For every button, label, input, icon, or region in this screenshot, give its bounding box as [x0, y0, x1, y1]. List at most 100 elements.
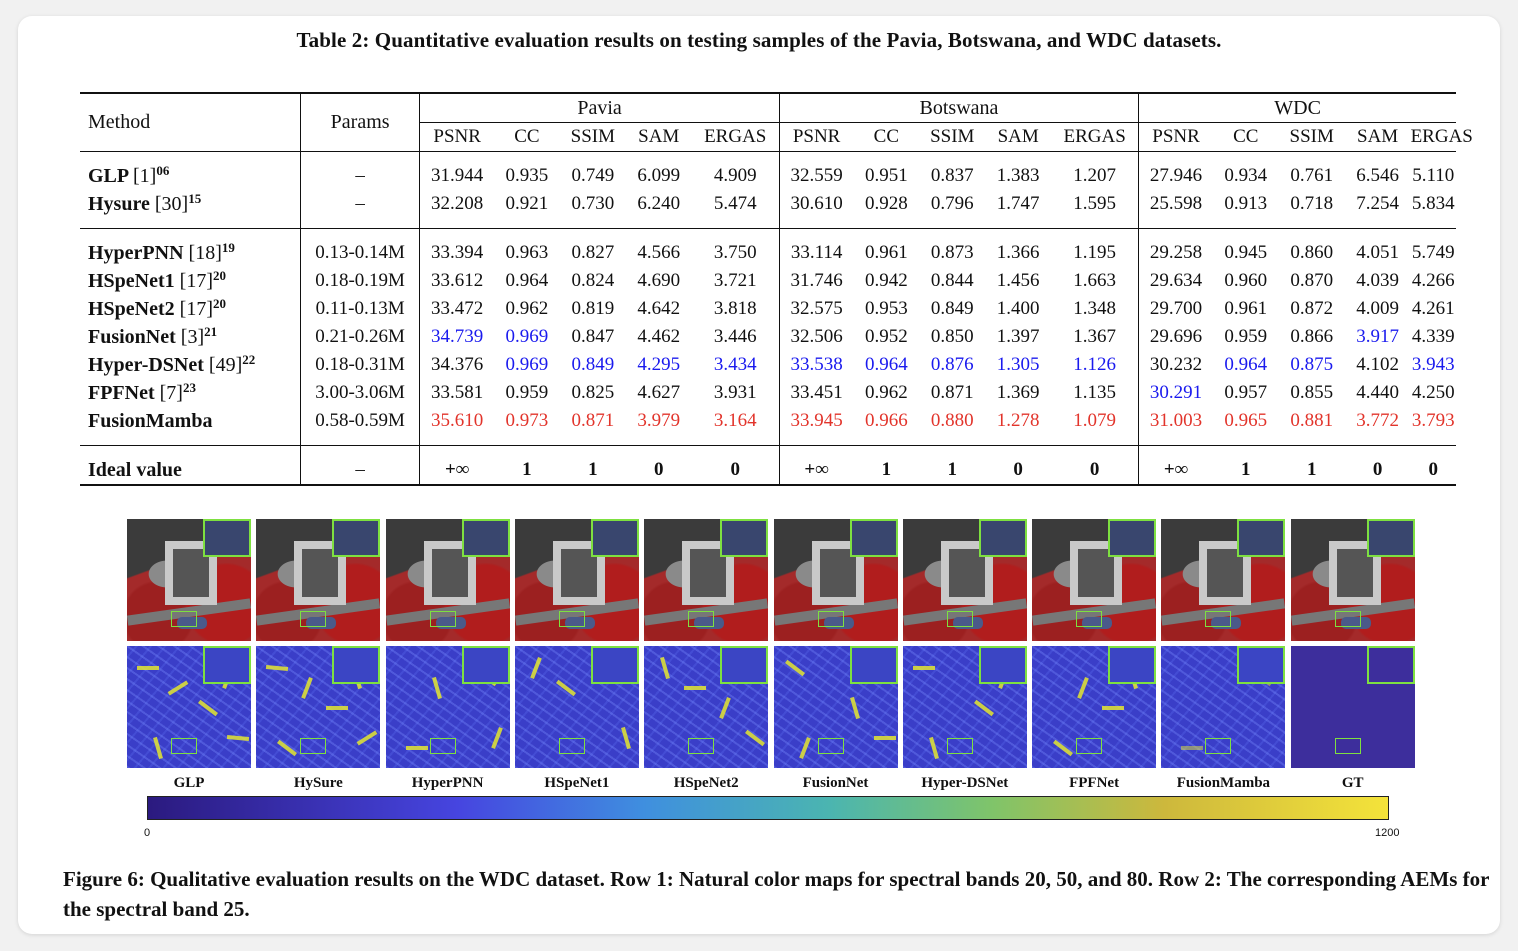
metric-value-psnr: 33.451 — [778, 379, 854, 407]
metric-value-psnr: 27.946 — [1138, 162, 1213, 190]
metric-value-ssim: 0.855 — [1290, 382, 1334, 403]
metric-value-ergas: 5.110 — [1412, 165, 1455, 186]
zoom-source-box — [300, 738, 327, 754]
method-year: 06 — [156, 162, 170, 178]
metric-value-sam: 1.369 — [996, 382, 1040, 403]
zoom-source-box — [946, 611, 973, 627]
zoom-source-box — [429, 611, 456, 627]
zoom-inset — [590, 646, 639, 684]
method-name: Hyper-DSNet — [88, 353, 204, 376]
tile-label-gt: GT — [1341, 775, 1364, 791]
zoom-source-box — [1205, 611, 1232, 627]
zoom-inset — [203, 519, 251, 557]
metric-value-psnr: 30.232 — [1138, 351, 1213, 379]
table-caption: Table 2: Quantitative evaluation results… — [296, 28, 1222, 52]
metric-value-ergas: 0 — [691, 456, 780, 486]
error-highlight — [928, 736, 939, 760]
metric-value-ergas: 3.943 — [1411, 354, 1455, 375]
metric-value-cc: 0.953 — [864, 298, 908, 319]
method-name: Hysure — [88, 192, 150, 215]
method-row: HSpeNet2 [17]20 0.11-0.13M 33.472 0.962 0.81… — [80, 295, 1456, 323]
metric-header-cc: CC — [1212, 122, 1279, 152]
metric-value-cc: 0.965 — [1224, 410, 1268, 431]
metric-value-psnr: 33.538 — [778, 351, 854, 379]
metric-value-ssim: 0.872 — [1290, 298, 1334, 319]
metric-header-ergas: ERGAS — [691, 122, 780, 152]
natural-color-map-hyper-dsnet — [902, 519, 1027, 641]
row-spacer — [80, 151, 1456, 162]
metric-value-ergas: 4.261 — [1411, 298, 1455, 319]
metric-value-sam: 4.462 — [637, 326, 681, 347]
metric-value-ssim: 0.871 — [930, 382, 974, 403]
metric-value-ssim: 0.876 — [930, 354, 974, 375]
metric-value-sam: 3.917 — [1356, 326, 1399, 347]
metric-value-cc: 0.952 — [864, 326, 908, 347]
metric-value-sam: 1.456 — [996, 270, 1040, 291]
method-name: FusionMamba — [88, 409, 213, 432]
metric-value-ssim: 0.761 — [1290, 165, 1334, 186]
zoom-inset — [720, 646, 769, 684]
metric-header-cc: CC — [493, 122, 560, 152]
zoom-source-box — [300, 611, 327, 627]
metric-value-sam: 4.627 — [637, 382, 681, 403]
metric-value-psnr: 33.472 — [431, 298, 484, 319]
error-highlight — [1181, 746, 1204, 750]
metric-header-ssim: SSIM — [919, 122, 986, 152]
metric-value-psnr: 25.598 — [1138, 190, 1213, 218]
zoom-inset — [720, 519, 769, 557]
zoom-inset — [1366, 646, 1415, 684]
method-reference: [18] — [188, 241, 222, 264]
params-cell: 0.18-0.19M — [299, 267, 421, 295]
metric-value-psnr: +∞ — [419, 456, 494, 486]
metric-value-sam: 1.747 — [996, 193, 1040, 214]
metric-header-sam: SAM — [625, 122, 692, 152]
natural-color-map-glp — [127, 519, 251, 641]
metric-value-cc: 0.962 — [505, 298, 549, 319]
metric-value-cc: 0.934 — [1224, 165, 1268, 186]
metric-value-sam: 1.366 — [996, 242, 1040, 263]
zoom-inset — [849, 519, 898, 557]
error-highlight — [530, 657, 542, 679]
metric-value-ssim: 0.824 — [571, 270, 615, 291]
tile-label-hyperpnn: HyperPNN — [411, 775, 484, 791]
metric-value-sam: 3.979 — [637, 410, 681, 431]
metric-header-psnr: PSNR — [778, 122, 854, 152]
error-highlight — [719, 697, 731, 719]
row-spacer — [80, 218, 1456, 229]
metric-value-ssim: 0.875 — [1290, 354, 1334, 375]
natural-color-map-gt — [1290, 519, 1415, 641]
colorbar-min-label: 0 — [144, 827, 151, 839]
error-highlight — [784, 659, 805, 677]
zoom-source-box — [558, 738, 585, 754]
metric-value-cc: 1 — [493, 456, 560, 486]
metric-header-ssim: SSIM — [1278, 122, 1345, 152]
metric-value-ergas: 1.079 — [1073, 410, 1117, 431]
method-reference: [17] — [179, 297, 213, 320]
results-table: Method Params Pavia Botswana WDC PSNR CC S… — [80, 92, 1473, 486]
metric-value-cc: 0.928 — [864, 193, 908, 214]
tile-label-fusionmamba: FusionMamba — [1176, 775, 1271, 791]
zoom-source-box — [1334, 738, 1361, 754]
error-highlight — [490, 727, 503, 749]
zoom-source-box — [171, 738, 197, 754]
method-year: 19 — [221, 239, 235, 255]
metric-value-ssim: 0.730 — [571, 193, 615, 214]
tile-label-hspenet1: HSpeNet1 — [544, 775, 610, 791]
metric-value-cc: 0.960 — [1224, 270, 1268, 291]
metric-value-ergas: 3.931 — [713, 382, 757, 403]
metric-value-ergas: 5.834 — [1411, 193, 1455, 214]
building-region — [682, 541, 735, 605]
metric-value-ergas: 4.266 — [1411, 270, 1455, 291]
zoom-inset — [1108, 519, 1157, 557]
row-spacer — [80, 435, 1456, 446]
error-highlight — [912, 666, 935, 670]
aem-map-fpfnet — [1032, 646, 1157, 768]
params-cell: 0.11-0.13M — [299, 295, 421, 323]
metric-value-ssim: 1 — [1278, 456, 1345, 486]
tile-label-hyper-dsnet: Hyper-DSNet — [921, 775, 1009, 791]
metric-value-cc: 0.961 — [864, 242, 908, 263]
metric-value-psnr: 34.739 — [431, 326, 484, 347]
method-reference: [3] — [180, 325, 205, 348]
natural-color-map-hyperpnn — [385, 519, 510, 641]
metric-value-psnr: 29.258 — [1138, 239, 1213, 267]
